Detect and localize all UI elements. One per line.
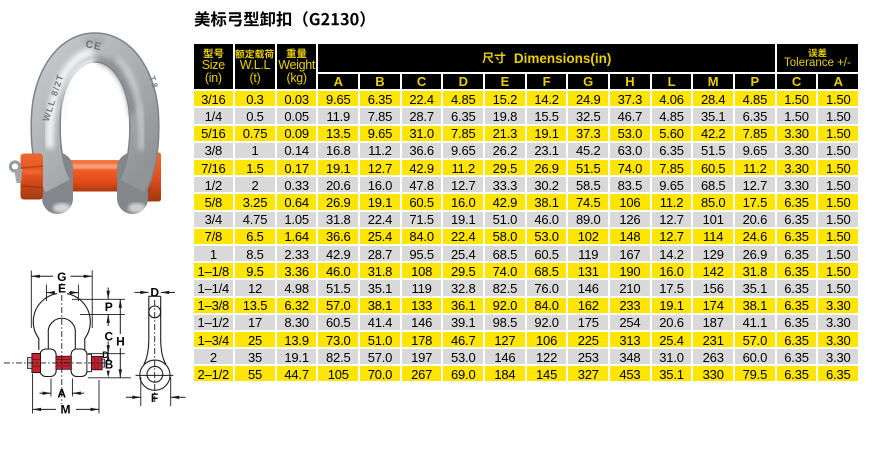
svg-text:P: P bbox=[105, 300, 113, 314]
svg-text:F: F bbox=[151, 391, 158, 405]
svg-text:G: G bbox=[57, 270, 66, 284]
svg-text:C: C bbox=[104, 329, 113, 343]
svg-text:B: B bbox=[105, 359, 113, 371]
svg-text:D: D bbox=[102, 350, 109, 361]
svg-text:CE: CE bbox=[84, 38, 103, 53]
svg-text:E: E bbox=[58, 281, 66, 295]
svg-text:A: A bbox=[57, 387, 66, 401]
svg-text:T8: T8 bbox=[147, 75, 161, 91]
svg-text:D: D bbox=[150, 285, 159, 299]
svg-text:H: H bbox=[116, 334, 125, 348]
svg-text:M: M bbox=[61, 403, 71, 417]
